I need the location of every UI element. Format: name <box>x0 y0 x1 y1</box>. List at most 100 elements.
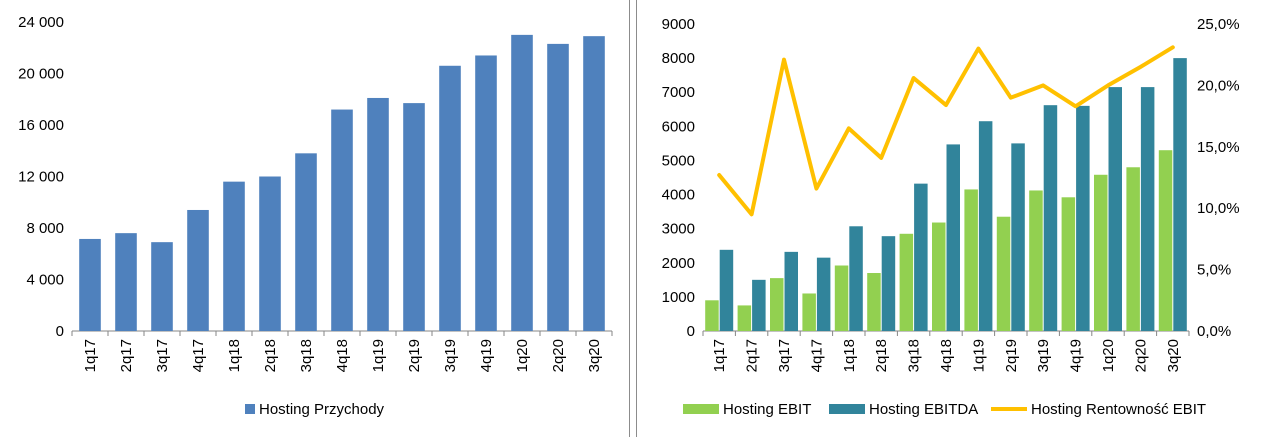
bar-hosting-ebit <box>1029 190 1043 331</box>
revenue-chart-panel: 0 4 000 8 000 12 000 16 000 20 000 24 000 1q17 2… <box>0 0 630 437</box>
x-tick-label: 1q17 <box>711 339 728 372</box>
x-tick-label: 1q20 <box>514 339 531 372</box>
x-tick-label: 3q19 <box>1035 339 1052 372</box>
x-tick-label: 1q18 <box>841 339 858 372</box>
bar-hosting-ebit <box>867 273 881 331</box>
y-tick-label: 8 000 <box>26 220 64 237</box>
ebit-chart-panel: 0 1000 2000 3000 4000 5000 6000 7000 8000 9000 0,0… <box>636 0 1266 437</box>
y-tick-label: 2000 <box>662 255 695 272</box>
y-tick-label: 8000 <box>662 50 695 67</box>
bar-hosting-ebit <box>932 222 946 331</box>
x-tick-label: 1q18 <box>226 339 243 372</box>
y-tick-label: 9000 <box>662 16 695 33</box>
y2-tick-label: 25,0% <box>1197 16 1240 33</box>
y2-tick-label: 0,0% <box>1197 323 1231 340</box>
x-tick-label: 4q17 <box>190 339 207 372</box>
bar-hosting-ebitda <box>1011 143 1025 331</box>
revenue-chart: 0 4 000 8 000 12 000 16 000 20 000 24 000 1q17 2… <box>18 14 613 418</box>
y-tick-label: 24 000 <box>18 14 64 31</box>
y2-tick-label: 10,0% <box>1197 200 1240 217</box>
bar-hosting-ebitda <box>784 251 798 331</box>
y-tick-label: 4 000 <box>26 272 64 289</box>
bar-hosting-przychody <box>79 238 101 331</box>
bar-hosting-przychody <box>331 109 353 331</box>
x-tick-label: 3q18 <box>298 339 315 372</box>
x-tick-label: 3q18 <box>906 339 923 372</box>
bar-hosting-przychody <box>511 34 533 331</box>
legend-label: Hosting EBIT <box>723 401 811 418</box>
y-tick-label: 0 <box>687 323 695 340</box>
bar-hosting-przychody <box>187 209 209 331</box>
x-tick-label: 1q19 <box>370 339 387 372</box>
x-tick-label: 2q19 <box>1003 339 1020 372</box>
bar-hosting-ebit <box>964 189 978 331</box>
y2-tick-label: 20,0% <box>1197 77 1240 94</box>
y2-tick-label: 15,0% <box>1197 139 1240 156</box>
y-tick-label: 16 000 <box>18 117 64 134</box>
bar-hosting-ebit <box>1094 174 1108 331</box>
x-tick-label: 2q18 <box>873 339 890 372</box>
bar-hosting-ebit <box>737 305 752 331</box>
y-tick-label: 12 000 <box>18 169 64 186</box>
bar-hosting-ebitda <box>946 144 960 331</box>
bar-hosting-przychody <box>115 233 137 331</box>
bar-hosting-przychody <box>259 176 281 331</box>
bar-hosting-przychody <box>583 36 605 331</box>
y-tick-label: 1000 <box>662 289 695 306</box>
bar-hosting-przychody <box>295 153 317 331</box>
x-tick-label: 2q20 <box>550 339 567 372</box>
bar-hosting-przychody <box>223 181 245 331</box>
ebit-chart: 0 1000 2000 3000 4000 5000 6000 7000 8000 9000 0,0… <box>662 16 1240 418</box>
bar-hosting-ebit <box>834 265 849 331</box>
x-tick-label: 3q17 <box>154 339 171 372</box>
legend-label: Hosting EBITDA <box>869 401 978 418</box>
legend-swatch-hosting-przychody <box>245 404 255 414</box>
legend-label: Hosting Rentowność EBIT <box>1031 401 1206 418</box>
x-tick-label: 1q20 <box>1100 339 1117 372</box>
bar-hosting-ebitda <box>914 183 928 331</box>
x-tick-label: 3q20 <box>586 339 603 372</box>
bar-hosting-ebit <box>996 216 1011 331</box>
bar-hosting-ebit <box>770 278 784 331</box>
bar-hosting-ebit <box>1126 167 1140 331</box>
bar-hosting-przychody <box>151 242 173 331</box>
x-tick-label: 2q19 <box>406 339 423 372</box>
x-tick-label: 4q18 <box>334 339 351 372</box>
x-tick-label: 2q17 <box>118 339 135 372</box>
bar-hosting-ebitda <box>1140 87 1155 331</box>
x-tick-label: 2q20 <box>1132 339 1149 372</box>
bar-hosting-ebitda <box>816 257 831 331</box>
bar-hosting-ebit <box>1158 150 1173 331</box>
bar-hosting-ebitda <box>1043 105 1058 331</box>
line-hosting-rentownosc-ebit <box>717 45 1175 217</box>
bar-hosting-przychody <box>475 55 497 331</box>
bar-hosting-ebitda <box>978 121 993 331</box>
y-tick-label: 4000 <box>662 187 695 204</box>
x-tick-label: 4q17 <box>808 339 825 372</box>
bar-hosting-ebitda <box>1108 87 1122 331</box>
bar-hosting-ebit <box>802 293 816 331</box>
x-tick-label: 3q19 <box>442 339 459 372</box>
bar-hosting-przychody <box>403 103 425 331</box>
bar-hosting-ebitda <box>849 226 863 331</box>
bar-hosting-przychody <box>367 97 389 332</box>
bar-hosting-ebit <box>705 300 719 331</box>
y-tick-label: 0 <box>56 323 64 340</box>
bar-hosting-ebitda <box>1173 58 1187 331</box>
legend-swatch-hosting-ebit <box>683 404 719 414</box>
legend: Hosting Przychody <box>245 401 385 418</box>
legend-label: Hosting Przychody <box>259 401 385 418</box>
x-tick-label: 1q17 <box>82 339 99 372</box>
y-tick-label: 6000 <box>662 118 695 135</box>
y-tick-label: 7000 <box>662 84 695 101</box>
y-tick-label: 20 000 <box>18 66 64 83</box>
legend: Hosting EBIT Hosting EBITDA Hosting Rentow… <box>683 401 1206 418</box>
bar-hosting-ebitda <box>752 279 766 331</box>
legend-swatch-hosting-ebitda <box>829 404 865 414</box>
bar-hosting-ebit <box>899 233 914 331</box>
x-tick-label: 4q19 <box>478 339 495 372</box>
bar-hosting-ebitda <box>1076 105 1090 331</box>
x-tick-label: 1q19 <box>970 339 987 372</box>
x-tick-label: 4q19 <box>1068 339 1085 372</box>
bar-hosting-ebitda <box>719 249 734 331</box>
